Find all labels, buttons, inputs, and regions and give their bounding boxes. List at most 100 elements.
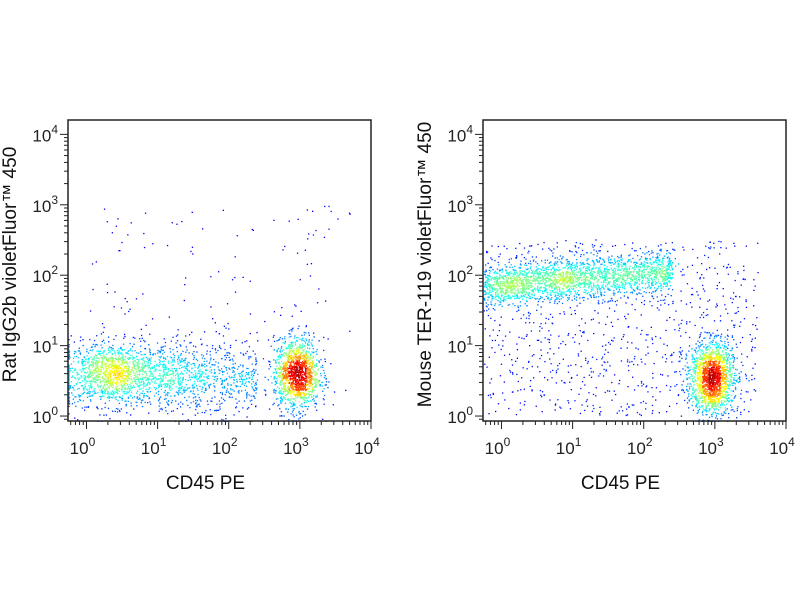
event-point — [160, 384, 162, 386]
event-point — [110, 378, 113, 380]
event-point — [195, 408, 197, 411]
event-point — [89, 375, 92, 378]
event-point — [292, 414, 294, 416]
event-point — [114, 367, 117, 369]
event-point — [85, 358, 87, 360]
event-point — [194, 376, 197, 379]
event-point — [230, 389, 232, 391]
event-point — [528, 270, 530, 273]
event-point — [537, 277, 539, 280]
event-point — [186, 349, 188, 351]
event-point — [566, 282, 568, 284]
event-point — [158, 350, 160, 352]
event-point — [311, 375, 313, 378]
event-point — [215, 380, 218, 382]
event-point — [621, 284, 623, 286]
event-point — [113, 373, 115, 375]
event-point — [306, 378, 308, 380]
event-point — [123, 369, 125, 372]
event-point — [188, 370, 190, 373]
event-point — [649, 287, 651, 289]
event-point — [643, 261, 645, 263]
event-point — [269, 361, 271, 363]
event-point — [225, 357, 228, 359]
event-point — [282, 342, 284, 344]
event-point — [522, 294, 525, 296]
event-point — [92, 391, 94, 393]
event-point — [166, 373, 168, 375]
event-point — [164, 394, 167, 397]
event-point — [147, 391, 149, 393]
event-point — [312, 348, 314, 350]
event-point — [110, 385, 113, 387]
event-point — [297, 359, 299, 361]
event-point — [111, 370, 113, 373]
event-point — [104, 385, 106, 387]
event-point — [303, 377, 305, 380]
event-point — [191, 331, 193, 333]
event-point — [282, 377, 285, 380]
event-point — [563, 311, 565, 313]
event-point — [573, 254, 576, 256]
event-point — [305, 397, 308, 400]
event-point — [106, 368, 108, 370]
event-point — [224, 348, 226, 351]
event-point — [613, 294, 615, 296]
event-point — [72, 371, 74, 373]
event-point — [280, 391, 282, 393]
event-point — [175, 335, 178, 337]
event-point — [559, 283, 561, 285]
event-point — [183, 370, 185, 372]
event-point — [662, 280, 664, 282]
event-point — [592, 287, 594, 289]
event-point — [170, 361, 172, 364]
event-point — [494, 276, 497, 278]
event-point — [289, 381, 291, 384]
event-point — [150, 403, 152, 405]
event-point — [227, 322, 229, 325]
x-tick-label: 101 — [141, 435, 167, 458]
event-point — [290, 365, 292, 367]
event-point — [107, 392, 109, 394]
event-point — [191, 367, 193, 369]
event-point — [133, 365, 135, 367]
event-point — [228, 375, 230, 378]
event-point — [576, 283, 578, 286]
event-point — [216, 375, 218, 378]
event-point — [301, 334, 303, 336]
event-point — [130, 387, 132, 389]
event-point — [283, 354, 286, 357]
event-point — [274, 380, 276, 382]
event-point — [229, 392, 231, 395]
event-point — [118, 365, 120, 367]
event-point — [501, 290, 503, 292]
event-point — [116, 381, 118, 383]
event-point — [295, 360, 297, 362]
event-point — [602, 258, 604, 260]
event-point — [297, 352, 299, 354]
event-point — [291, 387, 293, 389]
event-point — [270, 345, 272, 347]
event-point — [140, 369, 142, 371]
event-point — [189, 342, 191, 344]
event-point — [142, 380, 145, 383]
event-point — [141, 405, 144, 408]
event-point — [284, 336, 286, 338]
event-point — [172, 361, 174, 363]
event-point — [636, 266, 638, 268]
event-point — [226, 303, 229, 305]
event-point — [563, 293, 565, 295]
event-point — [666, 249, 669, 252]
event-point — [283, 355, 285, 357]
event-point — [244, 389, 246, 391]
event-point — [225, 354, 227, 356]
event-point — [183, 365, 185, 368]
event-point — [97, 373, 99, 375]
event-point — [292, 404, 294, 406]
event-point — [308, 362, 310, 364]
event-point — [577, 279, 579, 282]
event-point — [311, 339, 313, 341]
event-point — [264, 376, 266, 378]
event-point — [498, 304, 500, 306]
event-point — [295, 362, 298, 364]
